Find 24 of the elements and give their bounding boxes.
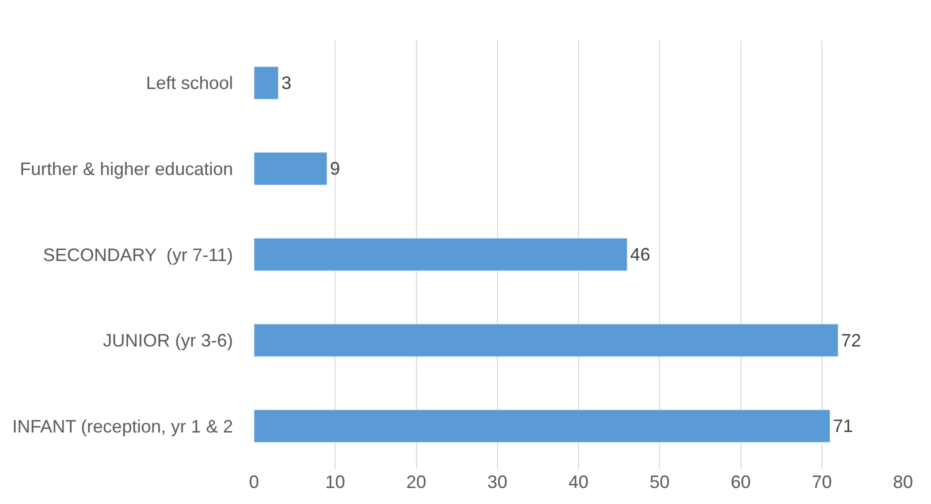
x-tick-label: 20 — [406, 472, 426, 492]
y-tick-label: JUNIOR (yr 3-6) — [103, 330, 233, 351]
data-label: 9 — [330, 158, 340, 179]
data-label: 3 — [281, 72, 292, 93]
x-tick-label: 30 — [487, 472, 508, 492]
x-tick-label: 80 — [892, 472, 914, 492]
bar — [254, 324, 838, 357]
y-tick-label: Left school — [146, 73, 233, 94]
x-tick-label: 70 — [812, 472, 832, 492]
bar — [254, 238, 628, 272]
x-tick-label: 50 — [650, 472, 670, 492]
data-label: 72 — [841, 330, 862, 350]
bar — [254, 152, 328, 186]
data-label: 71 — [832, 416, 854, 436]
data-label: 46 — [630, 244, 650, 264]
y-tick-label: Further & higher education — [20, 159, 233, 179]
x-tick-label: 0 — [248, 472, 260, 492]
x-tick-label: 10 — [325, 472, 346, 492]
x-tick-label: 60 — [730, 472, 751, 492]
x-tick-label: 40 — [568, 472, 589, 492]
bar — [254, 66, 279, 100]
y-tick-label: INFANT (reception, yr 1 & 2 — [12, 416, 233, 436]
y-tick-label: SECONDARY (yr 7-11) — [42, 244, 233, 265]
bar — [254, 410, 830, 443]
